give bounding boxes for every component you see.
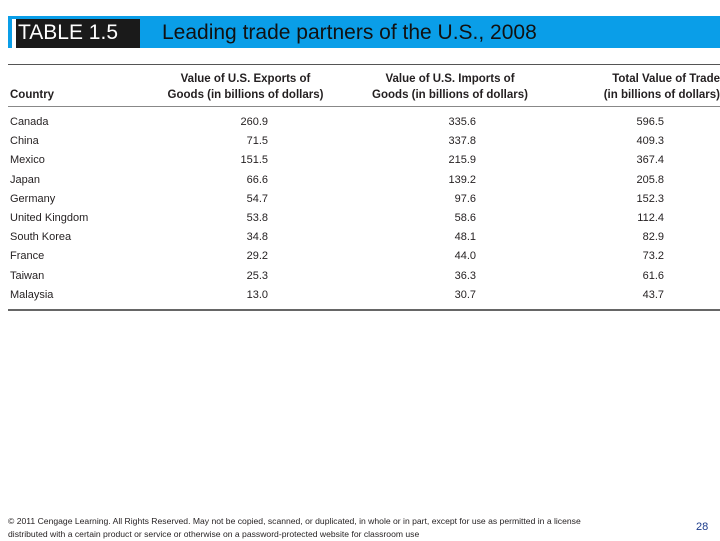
cell-country: Taiwan <box>10 269 45 282</box>
table-row: China 71.5 337.8 409.3 <box>10 132 664 151</box>
cell-exports: 71.5 <box>246 135 268 148</box>
table-header-rule <box>8 106 720 107</box>
cell-total: 82.9 <box>642 231 664 244</box>
cell-imports: 337.8 <box>448 135 476 148</box>
cell-imports: 44.0 <box>454 250 476 263</box>
cell-imports: 48.1 <box>454 231 476 244</box>
cell-country: Germany <box>10 192 56 205</box>
cell-imports: 139.2 <box>448 173 476 186</box>
cell-total: 205.8 <box>636 173 664 186</box>
cell-total: 61.6 <box>642 269 664 282</box>
column-header-exports-line2: Goods (in billions of dollars) <box>167 89 324 101</box>
trade-partners-table: Canada 260.9 335.6 596.5 China 71.5 337.… <box>10 113 664 305</box>
page-number: 28 <box>696 521 709 533</box>
table-label: TABLE 1.5 <box>18 21 118 44</box>
cell-country: China <box>10 135 39 148</box>
cell-total: 73.2 <box>642 250 664 263</box>
cell-imports: 335.6 <box>448 116 476 128</box>
table-top-rule <box>8 64 720 65</box>
table-row: United Kingdom 53.8 58.6 112.4 <box>10 209 664 228</box>
cell-total: 112.4 <box>637 212 664 225</box>
cell-country: France <box>10 250 45 263</box>
cell-country: South Korea <box>10 231 72 244</box>
cell-exports: 260.9 <box>240 116 268 128</box>
cell-country: United Kingdom <box>10 212 89 225</box>
cell-exports: 25.3 <box>246 269 268 282</box>
cell-total: 367.4 <box>636 154 664 167</box>
cell-total: 409.3 <box>636 135 664 148</box>
cell-exports: 13.0 <box>246 288 268 301</box>
table-row: Canada 260.9 335.6 596.5 <box>10 113 664 132</box>
table-row: South Korea 34.8 48.1 82.9 <box>10 228 664 247</box>
column-header-imports-line2: Goods (in billions of dollars) <box>372 89 528 101</box>
cell-country: Mexico <box>10 154 45 167</box>
cell-exports: 54.7 <box>246 192 268 205</box>
table-row: Taiwan 25.3 36.3 61.6 <box>10 267 664 286</box>
cell-imports: 97.6 <box>454 192 476 205</box>
cell-exports: 66.6 <box>246 173 268 186</box>
cell-imports: 58.6 <box>454 212 476 225</box>
cell-exports: 151.5 <box>240 154 268 167</box>
table-row: Malaysia 13.0 30.7 43.7 <box>10 286 664 305</box>
cell-total: 152.3 <box>636 192 664 205</box>
column-header-total-line1: Total Value of Trade <box>612 73 720 85</box>
cell-total: 43.7 <box>642 288 664 301</box>
cell-exports: 53.8 <box>246 212 268 225</box>
table-row: Japan 66.6 139.2 205.8 <box>10 171 664 190</box>
copyright-line-1: © 2011 Cengage Learning. All Rights Rese… <box>8 516 581 526</box>
cell-total: 596.5 <box>636 116 664 128</box>
column-header-imports-line1: Value of U.S. Imports of <box>385 73 515 85</box>
column-header-country: Country <box>10 87 54 103</box>
cell-country: Canada <box>10 116 49 128</box>
column-header-total: Total Value of Trade (in billions of dol… <box>560 71 720 103</box>
column-header-country-text: Country <box>10 89 55 101</box>
column-header-exports: Value of U.S. Exports of Goods (in billi… <box>148 71 343 103</box>
table-bottom-rule <box>8 309 720 311</box>
table-row: Mexico 151.5 215.9 367.4 <box>10 151 664 170</box>
cell-exports: 34.8 <box>246 231 268 244</box>
column-header-total-line2: (in billions of dollars) <box>603 89 720 101</box>
cell-country: Malaysia <box>10 288 54 301</box>
cell-imports: 215.9 <box>448 154 476 167</box>
table-caption: Leading trade partners of the U.S., 2008 <box>162 21 537 44</box>
cell-imports: 36.3 <box>454 269 476 282</box>
column-header-imports: Value of U.S. Imports of Goods (in billi… <box>352 71 548 103</box>
cell-exports: 29.2 <box>246 250 268 263</box>
cell-imports: 30.7 <box>454 288 476 301</box>
table-row: Germany 54.7 97.6 152.3 <box>10 190 664 209</box>
table-row: France 29.2 44.0 73.2 <box>10 247 664 266</box>
cell-country: Japan <box>10 173 40 186</box>
column-header-exports-line1: Value of U.S. Exports of <box>180 73 311 85</box>
table-label-box <box>16 19 140 48</box>
copyright-line-2: distributed with a certain product or se… <box>8 529 420 539</box>
copyright-notice: © 2011 Cengage Learning. All Rights Rese… <box>8 515 688 541</box>
